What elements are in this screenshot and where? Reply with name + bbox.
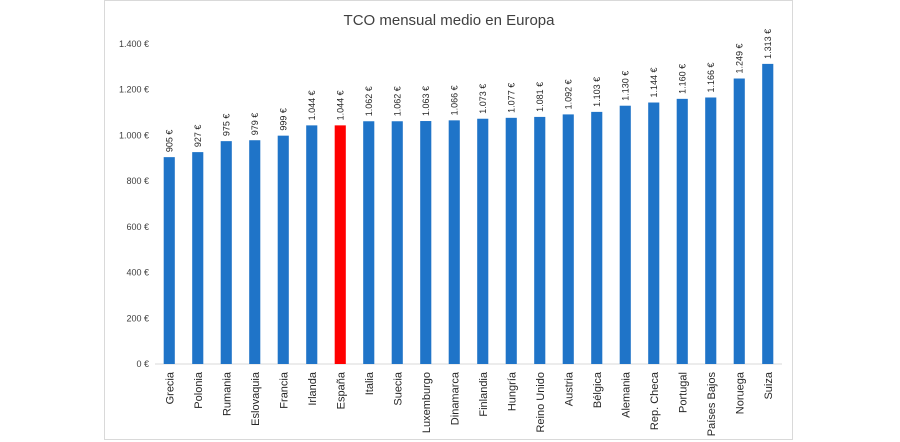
bar-finlandia [477,118,489,364]
data-label: 1.066 € [449,85,459,115]
x-tick-label: Francia [278,371,290,409]
y-tick-label: 400 € [126,268,149,278]
data-label: 1.044 € [307,90,317,120]
bar-irlanda [306,125,318,364]
data-label: 1.249 € [734,43,744,73]
bar-rep-checa [648,102,660,364]
data-label: 1.062 € [392,86,402,116]
bar-suiza [762,63,774,365]
data-label: 1.092 € [563,79,573,109]
x-tick-label: Bélgica [592,371,604,408]
data-label: 1.063 € [421,86,431,116]
x-tick-label: Suecia [392,371,404,406]
data-label: 1.144 € [649,67,659,97]
bar-polonia [192,152,204,364]
x-tick-label: Italia [364,371,376,395]
y-tick-label: 1.000 € [119,130,149,140]
data-label: 999 € [278,108,288,131]
bar-austria [562,114,574,365]
data-label: 1.103 € [592,77,602,107]
data-label: 927 € [193,125,203,148]
y-axis: 0 € 200 € 400 € 600 € 800 € 1.000 € 1.200 € 1.4… [119,39,149,369]
data-label: 1.130 € [620,71,630,101]
x-tick-label: Rep. Checa [649,371,661,430]
bars: 905 € 927 € 975 € 979 € 999 € 1.044 € 1.044 € 1… [163,29,774,365]
data-label: 1.062 € [364,86,374,116]
x-tick-label: Dinamarca [449,371,461,425]
bar-alemania [619,105,631,364]
x-tick-label: Austria [563,371,575,406]
x-tick-label: Países Bajos [706,372,718,437]
data-label: 1.073 € [478,84,488,114]
x-tick-label: Noruega [734,371,746,414]
chart-title: TCO mensual medio en Europa [344,12,556,29]
bar-españa [334,125,346,364]
x-tick-label: Rumania [221,371,233,416]
bar-francia [277,135,289,364]
y-tick-label: 200 € [126,313,149,323]
bar-bélgica [591,111,603,364]
y-tick-label: 800 € [126,176,149,186]
chart-frame: TCO mensual medio en Europa 0 € 200 € 400 … [104,0,793,440]
data-label: 905 € [164,130,174,153]
bar-suecia [391,121,403,364]
data-label: 1.160 € [677,64,687,94]
y-tick-label: 1.200 € [119,85,149,95]
data-label: 1.081 € [535,82,545,112]
x-tick-label: Grecia [164,371,176,404]
x-tick-label: España [335,371,347,409]
bar-dinamarca [448,120,460,364]
y-tick-label: 0 € [136,359,149,369]
x-tick-label: Finlandia [478,371,490,417]
bar-países-bajos [705,97,717,364]
x-tick-label: Reino Unido [535,372,547,433]
x-tick-label: Eslovaquia [250,371,262,426]
x-tick-label: Polonia [193,371,205,409]
bar-eslovaquia [249,140,261,364]
data-label: 1.077 € [506,83,516,113]
bar-rumania [220,141,232,364]
data-label: 979 € [250,113,260,136]
bar-grecia [163,157,175,364]
bar-reino-unido [534,116,546,365]
bar-noruega [733,78,745,364]
bar-hungría [505,117,517,364]
x-tick-label: Irlanda [307,371,319,406]
bar-luxemburgo [420,121,432,365]
x-tick-label: Hungría [506,371,518,411]
data-label: 975 € [221,114,231,137]
bar-chart: TCO mensual medio en Europa 0 € 200 € 400 … [119,12,782,437]
x-tick-label: Luxemburgo [421,372,433,433]
data-label: 1.044 € [335,90,345,120]
y-tick-label: 1.400 € [119,39,149,49]
x-tick-label: Portugal [677,372,689,413]
x-axis: Grecia Polonia Rumania Eslovaquia Francia Irl… [155,363,782,437]
y-tick-label: 600 € [126,222,149,232]
bar-portugal [676,98,688,364]
x-tick-label: Suiza [763,371,775,399]
bar-italia [363,121,375,364]
data-label: 1.313 € [763,29,773,59]
data-label: 1.166 € [706,62,716,92]
x-tick-label: Alemania [620,371,632,418]
